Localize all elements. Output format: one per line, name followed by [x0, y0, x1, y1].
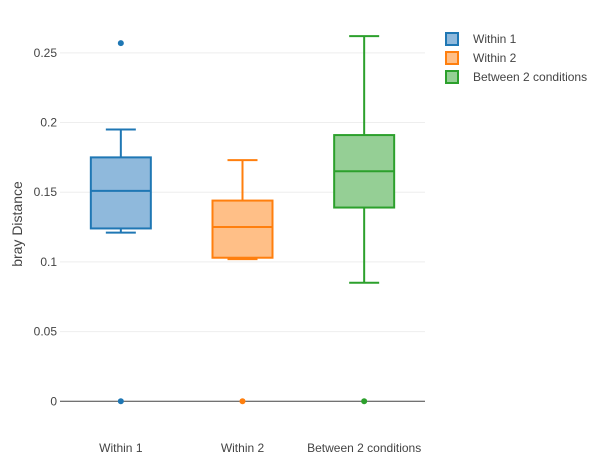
- box-2: [211, 159, 274, 405]
- y-tick-label: 0.1: [40, 255, 57, 269]
- outlier-point: [361, 398, 368, 405]
- outlier-point: [117, 40, 124, 47]
- box-3: [333, 35, 396, 405]
- box-body: [211, 199, 274, 259]
- x-axis-tick-labels: Within 1 Within 2 Between 2 conditions: [99, 441, 421, 455]
- legend-label: Within 2: [473, 51, 517, 65]
- x-tick-label: Within 1: [99, 441, 143, 455]
- box-body: [89, 156, 152, 230]
- legend-swatch: [445, 70, 459, 84]
- x-tick-label: Between 2 conditions: [307, 441, 421, 455]
- legend-label: Within 1: [473, 32, 517, 46]
- outlier-point: [117, 398, 124, 405]
- y-tick-label: 0.25: [34, 46, 58, 60]
- legend-swatch: [445, 32, 459, 46]
- box-1: [89, 40, 152, 405]
- legend-item[interactable]: Between 2 conditions: [445, 70, 587, 84]
- legend[interactable]: Within 1 Within 2 Between 2 conditions: [445, 32, 587, 84]
- legend-item[interactable]: Within 1: [445, 32, 517, 46]
- legend-swatch: [445, 51, 459, 65]
- legend-item[interactable]: Within 2: [445, 51, 517, 65]
- y-axis-tick-labels: 0 0.05 0.1 0.15 0.2 0.25: [34, 46, 58, 408]
- legend-label: Between 2 conditions: [473, 70, 587, 84]
- boxes: [89, 35, 396, 405]
- y-tick-label: 0.2: [40, 116, 57, 130]
- outlier-point: [239, 398, 246, 405]
- x-tick-label: Within 2: [221, 441, 265, 455]
- y-tick-label: 0.05: [34, 325, 58, 339]
- y-axis-title: bray Distance: [9, 181, 25, 267]
- y-tick-label: 0: [50, 394, 57, 408]
- y-tick-label: 0.15: [34, 185, 58, 199]
